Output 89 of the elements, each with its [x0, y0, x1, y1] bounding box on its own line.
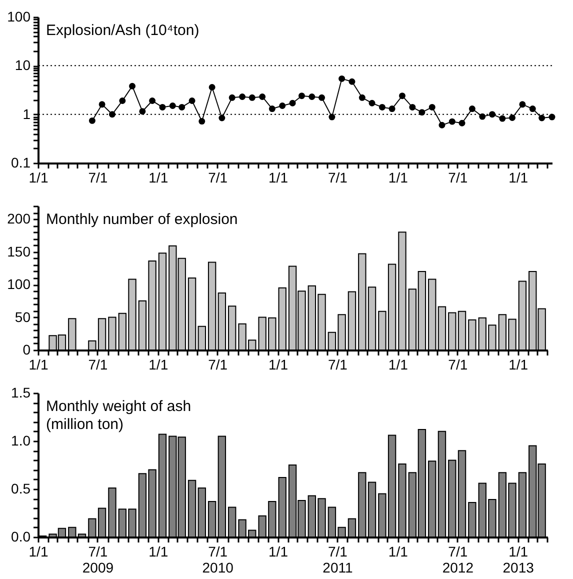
x-tick-label: 1/1: [28, 544, 48, 560]
point: [208, 84, 216, 90]
y-tick-label: 150: [7, 243, 31, 260]
x-tick-label: 7/1: [448, 170, 468, 186]
x-tick-label: 7/1: [88, 356, 108, 372]
x-tick-label: 7/1: [208, 356, 228, 372]
x-tick-label: 7/1: [328, 170, 348, 186]
x-tick-label: 1/1: [268, 170, 288, 186]
x-tick-label: 1/1: [28, 356, 48, 372]
point: [308, 93, 316, 100]
point: [169, 102, 176, 109]
point: [538, 114, 546, 122]
y-tick-label: 100: [7, 8, 31, 24]
point: [368, 100, 376, 106]
point: [188, 98, 196, 104]
y-tick-label: 0.5: [11, 480, 31, 496]
x-tick-label: 1/1: [508, 170, 528, 186]
point: [388, 106, 396, 112]
x-tick-label: 7/1: [208, 170, 228, 186]
x-tick-label: 7/1 2010: [202, 544, 234, 576]
point: [119, 98, 126, 104]
y-tick-label: 1: [22, 106, 31, 122]
x-tick-label: 1/1: [148, 170, 168, 186]
x-tick-label: 7/1 2009: [82, 544, 114, 576]
point: [428, 104, 436, 110]
chart-title: Monthly weight of ash: [46, 398, 192, 415]
point: [268, 106, 276, 112]
y-tick-label: 10: [14, 57, 31, 74]
point: [529, 106, 536, 112]
y-tick-label: 1.5: [11, 384, 31, 400]
x-tick-label: 7/1: [328, 356, 348, 372]
point: [458, 120, 466, 126]
x-tick-label: 1/1: [268, 544, 288, 560]
point: [129, 82, 136, 90]
point: [378, 104, 386, 110]
point: [448, 118, 456, 125]
point: [98, 101, 106, 108]
point: [218, 114, 226, 122]
point: [418, 109, 426, 116]
point: [519, 101, 526, 108]
y-tick-label: 0.1: [11, 154, 31, 170]
point: [248, 94, 256, 101]
x-tick-label: 1/1: [148, 356, 168, 372]
x-tick-label: 7/1 2012: [442, 544, 474, 576]
point: [479, 113, 486, 120]
x-tick-label: 1/1: [28, 170, 48, 186]
x-tick-label: 1/1: [388, 356, 408, 372]
point: [149, 98, 156, 104]
point: [348, 78, 356, 85]
point: [228, 94, 236, 101]
chart-title: Explosion/Ash (10⁴ton): [46, 22, 200, 39]
y-tick-label: 1.0: [11, 432, 31, 448]
x-tick-label: 7/1: [448, 356, 468, 372]
point: [139, 108, 146, 115]
point: [358, 94, 366, 101]
point: [279, 102, 286, 109]
text: (million ton): [46, 416, 124, 433]
y-tick-label: 0: [22, 342, 31, 358]
x-tick-label: 7/1: [88, 170, 108, 186]
x-tick-label: 1/1: [388, 544, 408, 560]
point: [239, 93, 246, 100]
point: [108, 111, 116, 118]
x-tick-label: 1/1: [388, 170, 408, 186]
y-tick-label: 200: [7, 210, 31, 227]
y-tick-label: 100: [7, 276, 31, 292]
point: [438, 122, 446, 128]
point: [488, 111, 496, 118]
x-tick-label: 1/1: [268, 356, 288, 372]
x-tick-label: 1/1: [148, 544, 168, 560]
point: [259, 93, 266, 100]
x-tick-label: 1/1 2013: [502, 544, 534, 576]
point: [468, 106, 476, 112]
point: [398, 92, 406, 100]
point: [338, 75, 346, 82]
point: [318, 94, 326, 101]
point: [198, 118, 206, 125]
point: [409, 104, 416, 110]
x-tick-label: 7/1 2011: [322, 544, 353, 576]
point: [509, 114, 516, 121]
y-tick-label: 50: [14, 308, 31, 325]
point: [289, 100, 296, 106]
chart-title: Monthly number of explosion: [46, 211, 238, 228]
x-tick-label: 1/1: [508, 356, 528, 372]
point: [499, 115, 506, 122]
point: [88, 117, 96, 124]
y-tick-label: 0.0: [11, 528, 31, 544]
point: [178, 104, 186, 110]
point: [159, 104, 166, 110]
point: [298, 92, 305, 100]
